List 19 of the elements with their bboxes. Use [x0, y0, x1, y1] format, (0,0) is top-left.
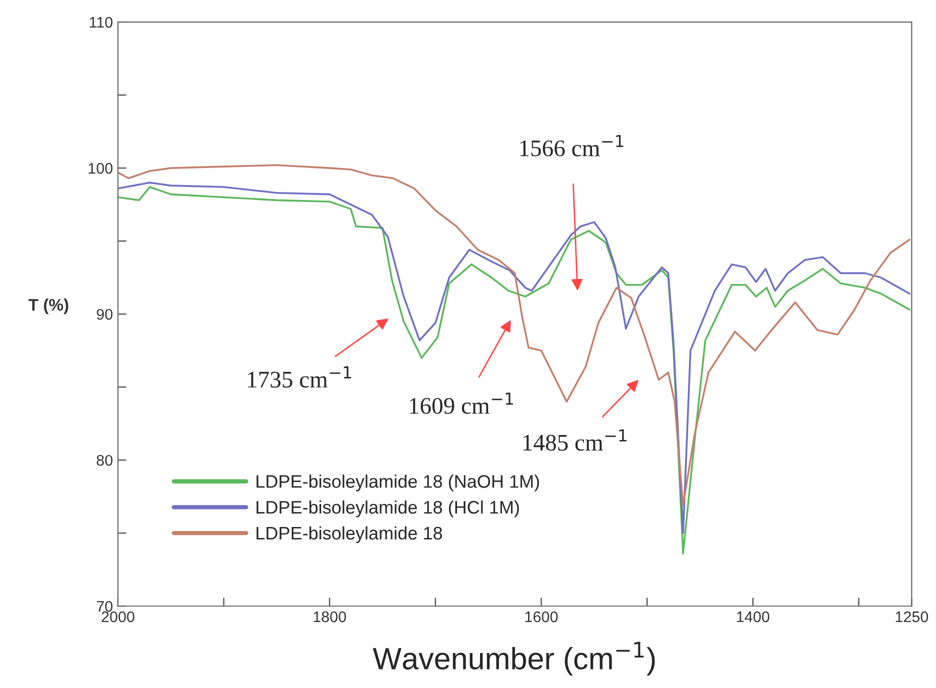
y-axis-title: T (%) — [28, 298, 68, 314]
legend-label: LDPE-bisoleylamide 18 — [256, 526, 442, 544]
legend-label: LDPE-bisoleylamide 18 (HCl 1M) — [256, 500, 519, 518]
y-tick-label: 80 — [96, 454, 112, 466]
x-tick-label: 2000 — [102, 611, 134, 622]
annotation: 1609 cm$^{−1}$ — [410, 392, 513, 414]
y-tick-label: 110 — [90, 16, 112, 28]
y-tick-label: 100 — [88, 162, 112, 174]
x-tick-label: 1800 — [314, 611, 346, 622]
x-tick-label: 1400 — [737, 611, 770, 622]
y-tick-label: 70 — [96, 600, 112, 612]
annotation: 1566 cm$^{−1}$ — [520, 134, 624, 156]
annotation: 1485 cm$^{−1}$ — [523, 429, 626, 451]
x-tick-label: 1250 — [896, 611, 928, 622]
x-tick-label: 1600 — [525, 611, 558, 622]
x-axis-title: Wavenumber (cm$^{−1}$) — [372, 642, 655, 676]
legend-label: LDPE-bisoleylamide 18 (NaOH 1M) — [256, 474, 539, 492]
annotation: 1735 cm$^{−1}$ — [248, 366, 352, 388]
y-tick-label: 90 — [96, 308, 112, 320]
